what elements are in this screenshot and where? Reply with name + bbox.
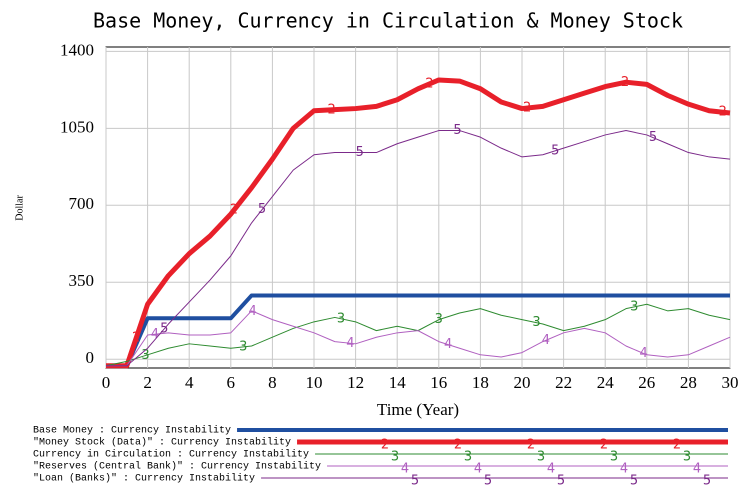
legend-marker: 5: [703, 474, 711, 489]
series-marker: 5: [258, 202, 266, 217]
legend-marker: 2: [454, 438, 462, 453]
series-marker: 2: [425, 76, 433, 91]
legend-marker: 3: [537, 450, 545, 465]
series-marker: 5: [160, 321, 168, 336]
series-marker: 4: [542, 333, 550, 348]
legend-marker: 2: [673, 438, 681, 453]
x-tick-label: 28: [680, 373, 697, 392]
series-marker: 4: [151, 327, 159, 342]
x-tick-label: 22: [555, 373, 572, 392]
series-marker: 3: [435, 312, 443, 327]
series-marker: 4: [640, 346, 648, 361]
legend-marker: 4: [547, 462, 555, 477]
x-tick-label: 10: [306, 373, 323, 392]
series-marker: 4: [346, 336, 354, 351]
legend-marker: 4: [474, 462, 482, 477]
legend-marker: 3: [610, 450, 618, 465]
x-tick-label: 4: [185, 373, 194, 392]
legend-marker: 3: [391, 450, 399, 465]
y-tick-label: 0: [86, 348, 95, 367]
x-tick-label: 0: [102, 373, 111, 392]
y-tick-label: 700: [69, 194, 95, 213]
legend-marker: 4: [693, 462, 701, 477]
series-marker: 4: [248, 304, 256, 319]
legend-marker: 4: [620, 462, 628, 477]
y-tick-label: 350: [69, 271, 95, 290]
x-axis-label: Time (Year): [377, 400, 459, 419]
series-marker: 5: [551, 143, 559, 158]
x-tick-label: 30: [722, 373, 739, 392]
series-marker: 3: [239, 339, 247, 354]
x-tick-label: 18: [472, 373, 489, 392]
series-marker: 5: [356, 145, 364, 160]
x-tick-label: 14: [389, 373, 407, 392]
x-tick-label: 6: [227, 373, 236, 392]
series-marker: 2: [523, 101, 531, 116]
series-marker: 2: [132, 331, 140, 346]
x-tick-label: 26: [638, 373, 655, 392]
series-line: [106, 293, 730, 368]
series-marker: 3: [532, 315, 540, 330]
series-line: [106, 310, 731, 367]
legend-marker: 2: [381, 438, 389, 453]
series-marker: 5: [649, 130, 657, 145]
series-line: [106, 130, 731, 367]
chart-title: Base Money, Currency in Circulation & Mo…: [93, 9, 683, 33]
x-tick-label: 16: [430, 373, 447, 392]
series-line: [106, 77, 731, 369]
legend-marker: 3: [464, 450, 472, 465]
legend-marker: 3: [683, 450, 691, 465]
series-marker: 2: [719, 105, 727, 120]
y-axis-label: Dollar: [14, 195, 25, 221]
legend-marker: 5: [557, 474, 565, 489]
x-tick-label: 12: [347, 373, 364, 392]
x-tick-label: 8: [268, 373, 277, 392]
x-tick-label: 24: [597, 373, 615, 392]
series-marker: 2: [230, 203, 238, 218]
legend-label: "Reserves (Central Bank)" : Currency Ins…: [33, 461, 321, 473]
legend-label: Currency in Circulation : Currency Insta…: [33, 449, 309, 461]
legend-marker: 4: [401, 462, 409, 477]
series-marker: 3: [630, 299, 638, 314]
series-marker: 2: [328, 102, 336, 117]
series-marker: 3: [337, 311, 345, 326]
legend-marker: 5: [630, 474, 638, 489]
legend-marker: 2: [527, 438, 535, 453]
legend-label: "Loan (Banks)" : Currency Instability: [33, 473, 255, 485]
legend-marker: 2: [600, 438, 608, 453]
y-tick-label: 1050: [60, 117, 94, 136]
series-marker: 3: [141, 348, 149, 363]
series-marker: 5: [453, 123, 461, 138]
series-marker: 4: [444, 337, 452, 352]
legend-label: Base Money : Currency Instability: [33, 425, 231, 437]
legend-marker: 5: [484, 474, 492, 489]
legend-marker: 5: [411, 474, 419, 489]
series-marker: 2: [621, 75, 629, 90]
x-tick-label: 20: [514, 373, 531, 392]
x-tick-label: 2: [143, 373, 152, 392]
legend-label: "Money Stock (Data)" : Currency Instabil…: [33, 437, 291, 449]
y-tick-label: 1400: [60, 40, 94, 59]
